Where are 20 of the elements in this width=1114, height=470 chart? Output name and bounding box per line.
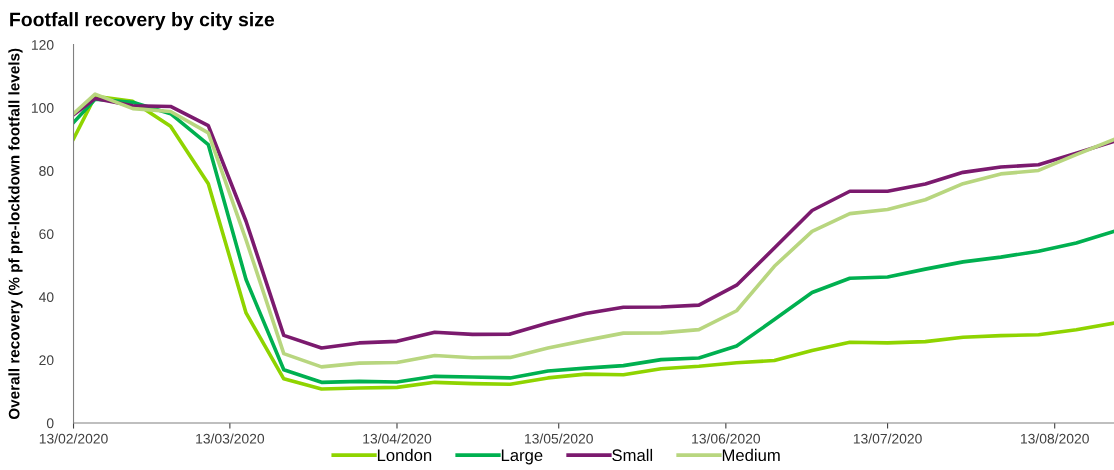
legend-label: Large bbox=[501, 449, 543, 465]
x-tick-label: 13/08/2020 bbox=[1021, 433, 1089, 444]
x-tick-label: 13/06/2020 bbox=[692, 433, 761, 444]
x-tick-label: 13/03/2020 bbox=[196, 433, 265, 444]
x-tick-label: 13/02/2020 bbox=[39, 433, 108, 444]
y-tick-label: 0 bbox=[46, 418, 54, 429]
y-tick-label: 20 bbox=[39, 355, 54, 366]
y-tick-label: 40 bbox=[38, 292, 54, 303]
y-tick-label: 100 bbox=[31, 103, 54, 113]
x-tick-label: 13/07/2020 bbox=[853, 433, 922, 444]
legend-label: Medium bbox=[722, 448, 780, 462]
chart-title: Footfall recovery by city size bbox=[10, 12, 275, 31]
legend-label: Small bbox=[612, 448, 653, 462]
y-axis-title: Overall recovery (% pf pre-lockdown footfall levels) bbox=[8, 48, 23, 420]
legend-label: London bbox=[377, 448, 432, 462]
x-tick-label: 13/04/2020 bbox=[363, 433, 432, 444]
y-tick-label: 60 bbox=[39, 229, 54, 239]
y-tick-label: 120 bbox=[31, 39, 54, 50]
x-tick-label: 13/05/2020 bbox=[525, 433, 593, 444]
y-tick-label: 80 bbox=[39, 166, 54, 176]
